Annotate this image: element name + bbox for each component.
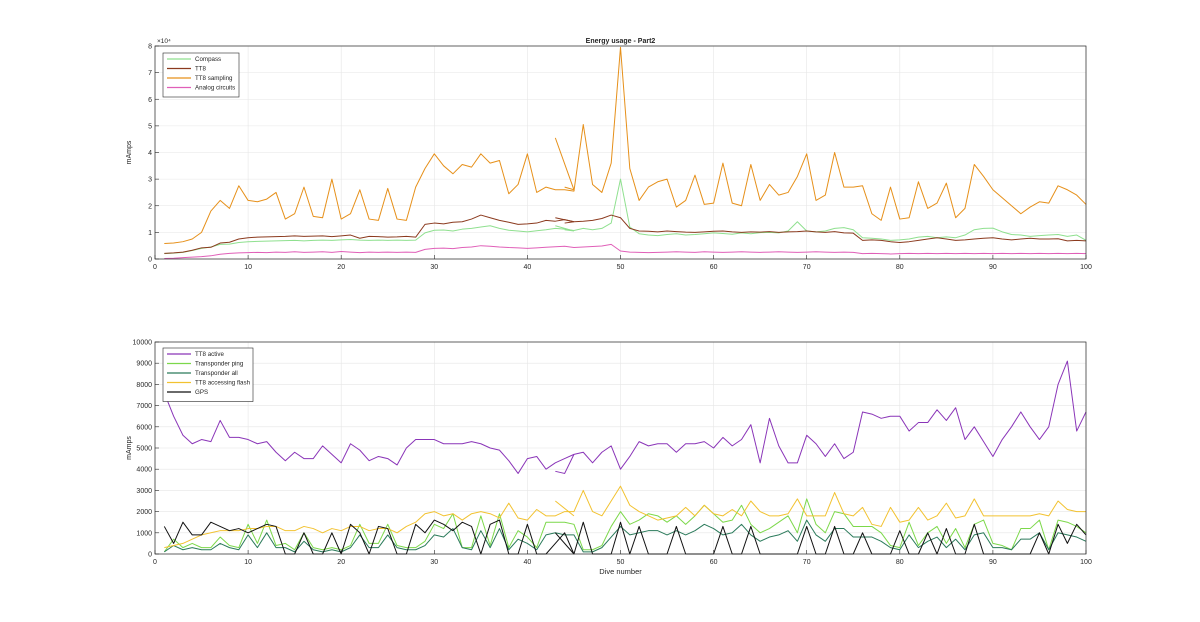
y-tick-label: 5000 — [136, 446, 152, 453]
y-tick-label: 2000 — [136, 509, 152, 516]
y-tick-label: 7 — [148, 70, 152, 77]
series-branch — [555, 225, 575, 232]
y-tick-label: 4000 — [136, 467, 152, 474]
x-tick-label: 50 — [617, 559, 625, 566]
series-line-tt8-sampling — [164, 46, 1087, 245]
legend: Compass TT8 TT8 sampling Analog circuits — [162, 52, 240, 98]
x-tick-label: 20 — [337, 559, 345, 566]
x-tick-label: 30 — [430, 559, 438, 566]
bottom-chart: 0 10 20 30 40 50 60 70 80 90 100010002000300040005… — [126, 340, 1092, 577]
series-line-tt8 — [164, 214, 1087, 254]
x-tick-label: 60 — [710, 559, 718, 566]
legend-label: TT8 sampling — [195, 75, 233, 82]
x-axis-label: Dive number — [599, 567, 642, 576]
y-tick-label: 1 — [148, 230, 152, 237]
x-tick-label: 90 — [989, 559, 997, 566]
series-line-analog-circuits — [164, 243, 1087, 259]
y-tick-label: 3 — [148, 177, 152, 184]
x-tick-label: 50 — [617, 264, 625, 271]
legend-label: Transponder all — [195, 370, 238, 377]
y-tick-label: 5 — [148, 123, 152, 130]
series-line-transponder-ping — [163, 498, 1087, 553]
series-branch — [555, 500, 575, 517]
legend-label: Transponder ping — [195, 361, 244, 368]
x-tick-label: 40 — [524, 264, 532, 271]
x-tick-label: 80 — [896, 559, 904, 566]
y-tick-label: 9000 — [136, 361, 152, 368]
x-tick-label: 100 — [1080, 559, 1092, 566]
series-branch — [554, 137, 575, 191]
top-chart: 0 10 20 30 40 50 60 70 80 90 100 0 1 2 3 4 5 6 7 8 ×10⁴ Energ… — [126, 38, 1092, 271]
y-tick-label: 8000 — [136, 382, 152, 389]
x-tick-label: 40 — [524, 559, 532, 566]
x-tick-label: 0 — [153, 559, 157, 566]
x-tick-label: 70 — [803, 264, 811, 271]
legend-box — [162, 52, 240, 98]
series-line-tt8-accessing-flash — [164, 485, 1086, 549]
y-tick-label: 6000 — [136, 424, 152, 431]
x-tick-label: 60 — [710, 264, 718, 271]
x-tick-label: 90 — [989, 264, 997, 271]
y-tick-label: 7000 — [136, 403, 152, 410]
series-branch — [555, 454, 575, 475]
x-tick-label: 10 — [244, 264, 252, 271]
x-tick-label: 70 — [803, 559, 811, 566]
x-tick-label: 20 — [337, 264, 345, 271]
y-axis-label: mAmps — [126, 140, 133, 164]
legend-label: TT8 — [195, 66, 207, 73]
y-tick-label: 4 — [148, 150, 152, 157]
chart-title: Energy usage - Part2 — [586, 38, 656, 45]
y-tick-label: 6 — [148, 97, 152, 104]
series-branch — [554, 532, 575, 555]
legend-label: Compass — [195, 56, 221, 63]
x-tick-label: 10 — [244, 559, 252, 566]
y-tick-label: 0 — [148, 257, 152, 264]
x-tick-label: 100 — [1080, 264, 1092, 271]
y-axis-label: mAmps — [126, 436, 133, 460]
x-tick-label: 80 — [896, 264, 904, 271]
y-tick-label: 8 — [148, 44, 152, 51]
series-line-tt8-active — [163, 360, 1087, 474]
legend-label: Analog circuits — [195, 85, 235, 92]
y-tick-label: 0 — [148, 552, 152, 559]
series-line-compass — [164, 178, 1087, 255]
y-tick-label: 2 — [148, 203, 152, 210]
y-tick-label: 3000 — [136, 488, 152, 495]
legend-label: TT8 accessing flash — [195, 380, 251, 387]
series-branch — [555, 217, 575, 224]
legend: TT8 active Transponder ping Transponder al… — [162, 347, 254, 402]
legend-label: TT8 active — [195, 351, 224, 358]
y-tick-label: 10000 — [133, 340, 153, 347]
series-line-transponder-all — [164, 519, 1087, 553]
x-tick-label: 0 — [153, 264, 157, 271]
legend-label: GPS — [195, 389, 208, 396]
y-exponent-label: ×10⁴ — [157, 38, 171, 45]
y-tick-label: 1000 — [136, 530, 152, 537]
x-tick-label: 30 — [430, 264, 438, 271]
